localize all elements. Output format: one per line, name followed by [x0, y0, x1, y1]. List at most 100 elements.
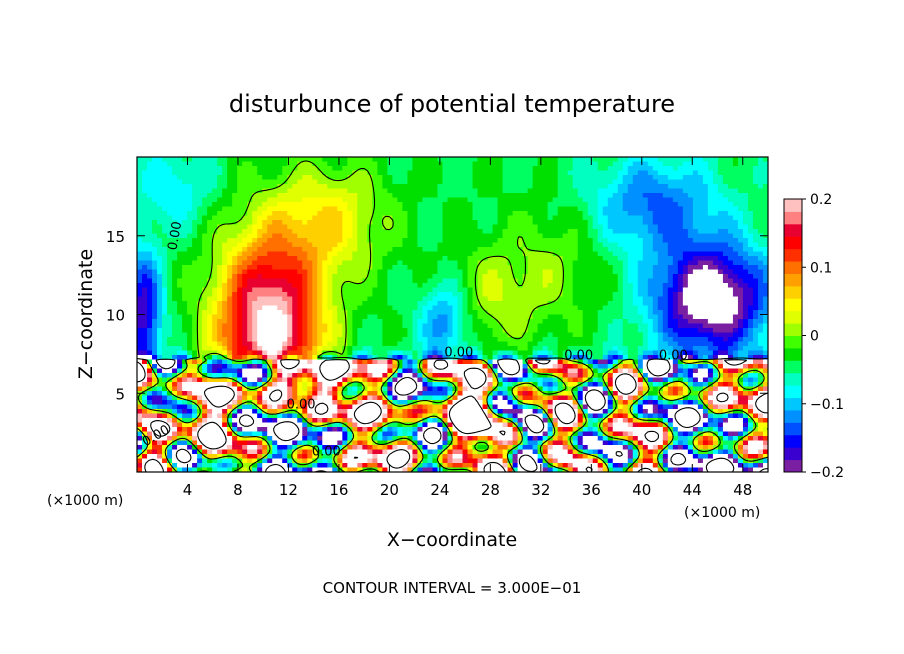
heatmap-cell	[707, 211, 714, 217]
heatmap-cell	[212, 256, 218, 262]
heatmap-cell	[402, 319, 409, 325]
heatmap-cell	[517, 170, 524, 176]
heatmap-cell	[402, 265, 409, 271]
heatmap-cell	[232, 193, 238, 199]
heatmap-cell	[552, 274, 559, 280]
heatmap-cell	[697, 278, 704, 284]
heatmap-cell	[167, 166, 173, 172]
heatmap-cell	[177, 269, 183, 275]
heatmap-cell	[587, 238, 594, 244]
heatmap-cell	[207, 188, 213, 194]
heatmap-cell	[622, 229, 629, 235]
heatmap-cell	[482, 319, 489, 325]
heatmap-cell	[502, 256, 509, 262]
heatmap-cell	[432, 278, 439, 284]
heatmap-cell	[762, 278, 768, 284]
heatmap-cell	[717, 296, 724, 302]
heatmap-cell	[722, 157, 729, 163]
heatmap-cell	[447, 179, 454, 185]
heatmap-cell	[397, 319, 404, 325]
heatmap-cell	[337, 188, 343, 194]
heatmap-cell	[252, 274, 258, 280]
heatmap-cell	[142, 197, 148, 203]
heatmap-cell	[382, 323, 388, 329]
heatmap-cell	[752, 314, 759, 320]
heatmap-cell	[207, 224, 213, 230]
heatmap-cell	[462, 265, 469, 271]
heatmap-cell	[572, 265, 579, 271]
heatmap-cell	[332, 256, 338, 262]
heatmap-cell	[452, 238, 459, 244]
heatmap-cell	[387, 278, 394, 284]
heatmap-cell	[257, 184, 263, 190]
heatmap-cell	[537, 197, 544, 203]
heatmap-cell	[477, 265, 484, 271]
heatmap-cell	[542, 314, 549, 320]
heatmap-cell	[332, 323, 338, 329]
heatmap-cell	[707, 287, 714, 293]
heatmap-cell	[257, 274, 263, 280]
heatmap-cell	[562, 328, 569, 334]
heatmap-cell	[472, 310, 479, 316]
heatmap-cell	[637, 278, 644, 284]
heatmap-cell	[477, 206, 484, 212]
heatmap-cell	[327, 332, 333, 338]
heatmap-cell	[437, 251, 444, 257]
heatmap-cell	[237, 323, 243, 329]
heatmap-cell	[587, 310, 594, 316]
heatmap-cell	[722, 224, 729, 230]
heatmap-cell	[407, 233, 414, 239]
heatmap-cell	[607, 274, 614, 280]
heatmap-cell	[482, 296, 489, 302]
heatmap-cell	[527, 179, 534, 185]
heatmap-cell	[272, 305, 278, 311]
heatmap-cell	[442, 296, 449, 302]
heatmap-cell	[157, 215, 163, 221]
heatmap-cell	[317, 328, 323, 334]
heatmap-cell	[162, 157, 168, 163]
heatmap-cell	[367, 332, 373, 338]
heatmap-cell	[387, 229, 394, 235]
heatmap-cell	[662, 233, 669, 239]
heatmap-cell	[197, 170, 203, 176]
heatmap-cell	[447, 229, 454, 235]
heatmap-cell	[482, 283, 489, 289]
heatmap-cell	[567, 166, 574, 172]
heatmap-cell	[692, 310, 699, 316]
heatmap-cell	[627, 247, 634, 253]
heatmap-cell	[222, 310, 228, 316]
heatmap-cell	[252, 193, 258, 199]
heatmap-cell	[332, 247, 338, 253]
heatmap-cell	[272, 238, 278, 244]
heatmap-cell	[202, 224, 208, 230]
heatmap-cell	[447, 233, 454, 239]
heatmap-cell	[357, 220, 363, 226]
heatmap-cell	[172, 287, 178, 293]
heatmap-cell	[602, 265, 609, 271]
heatmap-cell	[507, 310, 514, 316]
heatmap-cell	[707, 202, 714, 208]
heatmap-cell	[477, 215, 484, 221]
heatmap-cell	[322, 224, 328, 230]
heatmap-cell	[402, 175, 409, 181]
heatmap-cell	[142, 157, 148, 163]
heatmap-cell	[312, 179, 318, 185]
heatmap-cell	[152, 301, 158, 307]
heatmap-cell	[362, 314, 368, 320]
heatmap-cell	[592, 224, 599, 230]
heatmap-cell	[237, 202, 243, 208]
heatmap-cell	[197, 179, 203, 185]
heatmap-cell	[557, 328, 564, 334]
heatmap-cell	[652, 274, 659, 280]
heatmap-cell	[232, 296, 238, 302]
heatmap-cell	[607, 184, 614, 190]
heatmap-cell	[352, 179, 358, 185]
heatmap-cell	[707, 256, 714, 262]
heatmap-cell	[587, 179, 594, 185]
heatmap-cell	[397, 310, 404, 316]
heatmap-cell	[207, 332, 213, 338]
heatmap-cell	[167, 188, 173, 194]
heatmap-cell	[577, 179, 584, 185]
heatmap-cell	[682, 242, 689, 248]
heatmap-cell	[387, 242, 394, 248]
